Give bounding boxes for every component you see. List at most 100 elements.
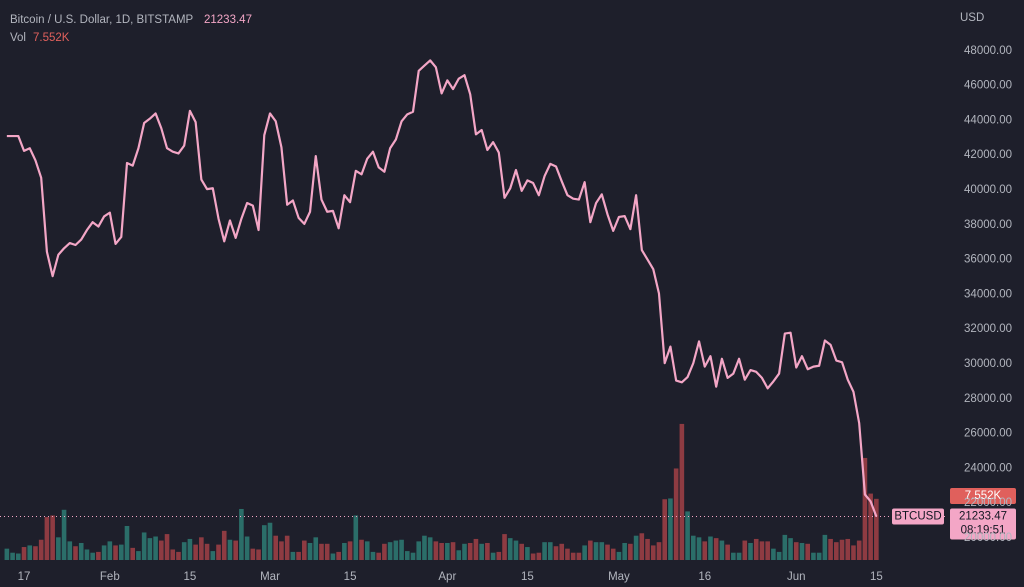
price-tag: 21233.47 [959,511,1007,523]
volume-bar [731,552,736,560]
volume-bar [605,544,610,560]
volume-bar [799,542,805,560]
volume-bar [290,551,296,560]
volume-bar [221,530,227,560]
volume-bar [485,542,490,560]
y-tick-label: 22000.00 [964,497,1012,509]
volume-bar [588,540,593,560]
volume-bar [44,517,50,560]
volume-bar [364,541,370,560]
volume-bar [868,493,873,560]
volume-bar [261,525,267,560]
volume-bar [547,542,553,560]
symbol-tag-bg [892,508,944,525]
volume-bar [679,423,685,560]
volume-bar [719,540,725,560]
volume-bar [656,542,662,560]
volume-bar [141,532,147,560]
volume-bar [713,538,719,560]
header-volume: 7.552K [33,32,70,44]
volume-bar [296,551,301,560]
volume-bar [164,534,170,560]
volume-bar [342,542,347,560]
volume-bar [61,509,67,560]
volume-bar [176,551,181,560]
volume-bar [828,538,833,560]
volume-bar [324,543,330,560]
symbol-tag: BTCUSD [894,511,941,523]
volume-bar [782,534,788,560]
volume-bar [170,549,176,560]
volume-bar [862,457,868,560]
volume-bar [788,538,793,560]
x-tick-label: 16 [698,571,711,583]
volume-bar [776,551,782,560]
x-tick-label: 15 [521,571,534,583]
volume-bar [502,534,507,560]
volume-bar [370,551,376,560]
volume-tag: 7.552K [965,490,1002,502]
volume-bar [393,540,399,560]
y-tick-label: 26000.00 [964,428,1012,440]
volume-bar [765,541,770,560]
volume-bar [416,541,422,560]
volume-bar [822,534,828,560]
volume-bar [816,552,822,560]
volume-bar [691,535,696,560]
volume-bar [216,544,221,560]
volume-bar [467,542,473,560]
volume-bar [856,540,862,560]
volume-bar [21,547,27,560]
volume-bar [187,538,193,560]
volume-bar [422,535,427,560]
volume-bar [50,515,55,560]
volume-bar [319,543,324,560]
volume-bar [124,525,130,560]
price-line [6,59,878,517]
volume-bar [56,537,61,560]
volume-bar [650,545,656,560]
volume-bar [456,550,462,560]
volume-bar [462,543,467,560]
volume-bar [404,551,410,560]
volume-bar [542,542,547,560]
volume-bar [736,552,742,560]
volume-bar [633,535,639,560]
volume-bar [73,546,78,560]
volume-bar [748,542,753,560]
volume-bar [84,549,90,560]
volume-bar [519,543,524,560]
volume-bar [153,536,158,560]
y-tick-label: 20000.00 [964,532,1012,544]
volume-bar [359,539,364,560]
volume-bar [353,515,359,560]
volume-bar [753,538,759,560]
volume-name: Vol [10,32,26,44]
countdown: 08:19:51 [961,525,1006,537]
y-tick-label: 44000.00 [964,114,1012,126]
volume-bar [874,498,879,560]
y-tick-label: 38000.00 [964,219,1012,231]
volume-bar [708,536,713,560]
volume-bar [513,540,519,560]
volume-bar [570,552,576,560]
y-tick-label: 36000.00 [964,254,1012,266]
volume-bar [805,543,811,560]
x-tick-label: May [608,571,630,583]
volume-bar [851,545,856,560]
volume-bar [616,551,622,560]
volume-bar [565,548,570,560]
volume-bar [639,533,645,560]
volume-bar [376,552,381,560]
y-tick-label: 46000.00 [964,80,1012,92]
volume-bar [725,544,730,560]
volume-bar [673,468,679,560]
volume-bar [204,543,210,560]
volume-bar [130,547,136,560]
volume-bar [279,541,284,560]
y-tick-label: 42000.00 [964,149,1012,161]
y-tick-label: 32000.00 [964,323,1012,335]
y-tick-label: 28000.00 [964,393,1012,405]
volume-bar [593,542,599,560]
